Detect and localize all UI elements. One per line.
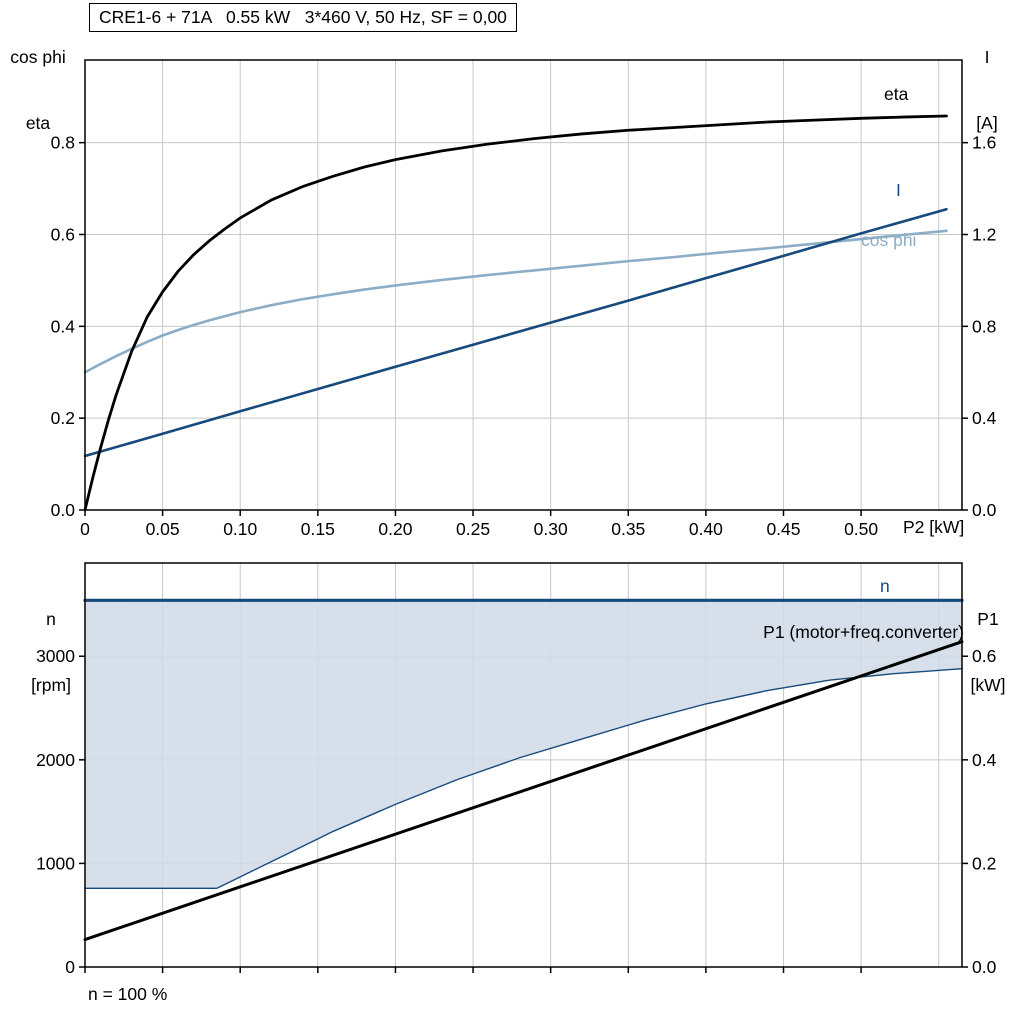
svg-text:0.10: 0.10 (223, 519, 257, 539)
svg-text:0.0: 0.0 (972, 500, 997, 520)
svg-text:1.6: 1.6 (972, 133, 996, 153)
svg-text:0.6: 0.6 (51, 224, 75, 244)
p1-curve-label: P1 (motor+freq.converter) (763, 622, 964, 642)
x-axis-label: P2 [kW] (903, 517, 965, 537)
svg-text:1000: 1000 (36, 853, 75, 873)
svg-text:3000: 3000 (36, 646, 75, 666)
speed-axis-label: n (46, 609, 56, 629)
top-left-axis-label: cos phi eta (5, 2, 71, 178)
current-curve-label: I (896, 180, 901, 200)
svg-text:0.4: 0.4 (51, 316, 76, 336)
svg-text:0.0: 0.0 (972, 957, 997, 977)
svg-text:0.20: 0.20 (378, 519, 412, 539)
cosphi-curve-label: cos phi (861, 230, 917, 250)
bottom-right-axis-label: P1 [kW] (962, 564, 1014, 740)
svg-text:0: 0 (80, 519, 90, 539)
svg-text:0.6: 0.6 (972, 646, 996, 666)
svg-text:0.8: 0.8 (51, 133, 75, 153)
svg-text:2000: 2000 (36, 750, 75, 770)
svg-text:0.05: 0.05 (146, 519, 180, 539)
svg-text:0: 0 (65, 957, 75, 977)
top-right-axis-label: I [A] (962, 2, 1012, 178)
eta-axis-label: eta (25, 113, 51, 133)
eta-curve-label: eta (884, 84, 909, 104)
current-axis-label: I (984, 47, 990, 67)
svg-text:0.45: 0.45 (766, 519, 800, 539)
svg-text:0.4: 0.4 (972, 408, 997, 428)
speed-percent-annotation: n = 100 % (88, 984, 168, 1004)
svg-text:0.2: 0.2 (51, 408, 75, 428)
svg-text:0.0: 0.0 (51, 500, 76, 520)
p1-unit-label: [kW] (970, 675, 1006, 695)
svg-text:0.15: 0.15 (301, 519, 335, 539)
svg-text:0.50: 0.50 (844, 519, 878, 539)
svg-text:0.30: 0.30 (534, 519, 568, 539)
bottom-left-axis-label: n [rpm] (18, 564, 84, 740)
svg-text:0.40: 0.40 (689, 519, 723, 539)
svg-text:0.25: 0.25 (456, 519, 490, 539)
svg-text:0.35: 0.35 (611, 519, 645, 539)
svg-text:0.2: 0.2 (972, 853, 996, 873)
chart-title: CRE1-6 + 71A 0.55 kW 3*460 V, 50 Hz, SF … (89, 3, 517, 32)
speed-unit-label: [rpm] (31, 675, 71, 695)
current-unit-label: [A] (976, 113, 998, 133)
p1-axis-label: P1 (977, 609, 999, 629)
svg-text:0.4: 0.4 (972, 750, 997, 770)
svg-text:0.8: 0.8 (972, 316, 996, 336)
speed-curve-label: n (880, 576, 890, 596)
cosphi-axis-label: cos phi (10, 47, 66, 67)
svg-text:1.2: 1.2 (972, 224, 996, 244)
